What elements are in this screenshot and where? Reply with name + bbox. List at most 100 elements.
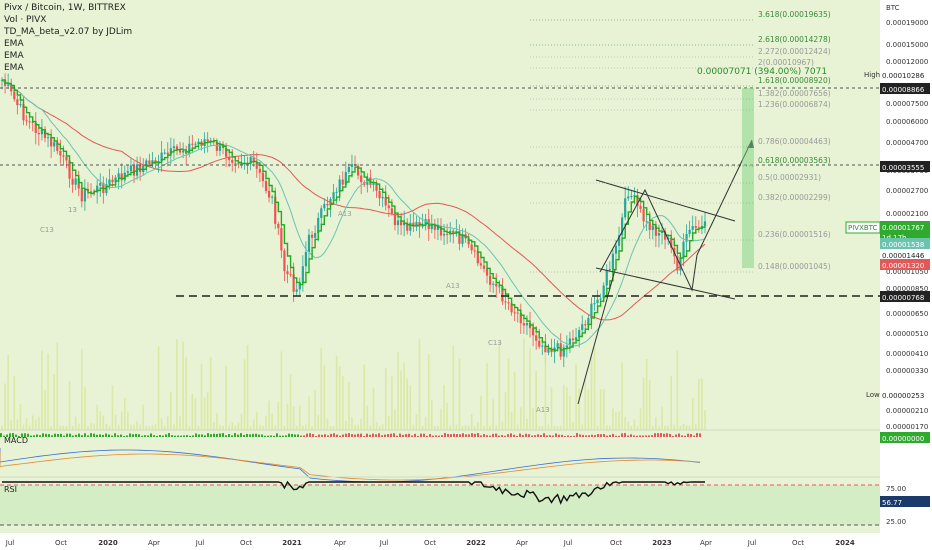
candle-body xyxy=(430,224,433,230)
macd-histogram-bar xyxy=(411,435,413,437)
candle-body xyxy=(599,298,602,300)
volume-bar xyxy=(298,405,301,430)
candle-body xyxy=(172,146,176,149)
volume-legend[interactable]: Vol · PIVX xyxy=(4,15,47,25)
main-pane[interactable] xyxy=(0,73,707,368)
rsi-pane[interactable]: RSI 75.00 25.00 xyxy=(0,476,906,526)
candle-body xyxy=(642,208,645,222)
candle-body xyxy=(375,183,378,191)
volume-bar xyxy=(203,397,206,430)
candle-body xyxy=(310,234,314,238)
macd-histogram-bar xyxy=(525,433,527,437)
volume-bar xyxy=(510,412,513,430)
macd-histogram-bar xyxy=(642,435,644,437)
macd-histogram-bar xyxy=(531,435,533,437)
macd-histogram-bar xyxy=(615,435,617,437)
rsi-line xyxy=(2,480,705,505)
volume-bar xyxy=(464,425,467,430)
rsi-title: RSI xyxy=(4,485,17,494)
td-indicator-legend[interactable]: TD_MA_beta_v2.07 by JDLim xyxy=(4,27,133,37)
time-axis[interactable] xyxy=(0,533,880,550)
candle-body xyxy=(40,129,44,135)
candle-body xyxy=(120,173,123,181)
candle-body xyxy=(194,143,197,145)
y-tick-label: 0.00000170 xyxy=(886,423,928,431)
macd-histogram-bar xyxy=(660,433,662,437)
volume-bar xyxy=(446,402,448,430)
volume-bar xyxy=(489,425,491,430)
candle-body xyxy=(611,253,615,270)
volume-bar xyxy=(56,342,59,430)
volume-bar xyxy=(22,424,25,430)
volume-bar xyxy=(99,411,102,430)
volume-bar xyxy=(434,425,436,430)
macd-histogram-bar xyxy=(240,433,242,437)
volume-bar xyxy=(513,371,516,430)
candle-body xyxy=(108,179,111,185)
macd-histogram-bar xyxy=(522,435,524,437)
candle-body xyxy=(178,150,182,153)
candle-body xyxy=(65,156,68,161)
x-tick-label: 2022 xyxy=(466,539,486,547)
macd-histogram-bar xyxy=(255,433,257,437)
volume-bar xyxy=(532,408,534,430)
candle-body xyxy=(657,233,661,236)
candle-body xyxy=(56,142,59,151)
volume-bar xyxy=(609,425,611,430)
macd-histogram-bar xyxy=(171,435,173,437)
candle-body xyxy=(22,104,25,121)
volume-bar xyxy=(268,400,270,430)
y-tick-label: 0.00007500 xyxy=(886,100,928,108)
candle-body xyxy=(485,268,489,276)
candle-body xyxy=(387,205,390,209)
volume-bar xyxy=(418,339,421,430)
ema-slow-line xyxy=(1,79,706,321)
macd-pane[interactable]: MACD xyxy=(0,429,880,483)
macd-histogram-bar xyxy=(288,433,290,437)
macd-histogram-bar xyxy=(15,434,17,437)
volume-bar xyxy=(599,389,602,430)
macd-histogram-bar xyxy=(180,435,182,437)
td-count-label: C13 xyxy=(488,339,502,347)
candle-body xyxy=(694,226,697,228)
macd-histogram-bar xyxy=(603,434,605,437)
ema-legend-2[interactable]: EMA xyxy=(4,51,24,61)
candle-body xyxy=(255,162,258,169)
candle-body xyxy=(608,269,611,271)
x-tick-label: 2020 xyxy=(98,539,118,547)
candle-body xyxy=(53,142,56,147)
candle-body xyxy=(421,225,424,227)
volume-bar xyxy=(492,399,494,430)
candle-body xyxy=(547,348,550,353)
macd-histogram-bar xyxy=(210,434,212,437)
macd-histogram-bar xyxy=(489,435,491,437)
level-3555-tag-bg xyxy=(880,161,930,172)
fib-label: 0.5(0.00002931) xyxy=(758,173,821,182)
candle-body xyxy=(372,183,375,185)
volume-bar xyxy=(295,425,298,430)
candle-body xyxy=(129,165,133,172)
fib-label: 0.236(0.00001516) xyxy=(758,230,831,239)
volume-bar xyxy=(335,355,338,430)
volume-bar xyxy=(529,348,531,430)
macd-histogram-bar xyxy=(21,433,23,437)
macd-histogram-bar xyxy=(528,434,530,437)
candle-body xyxy=(504,301,507,303)
ema-legend-1[interactable]: EMA xyxy=(4,39,24,49)
volume-bar xyxy=(682,423,685,430)
candle-body xyxy=(31,121,34,123)
macd-histogram-bar xyxy=(120,434,122,437)
volume-bar xyxy=(206,392,209,430)
ema-legend-3[interactable]: EMA xyxy=(4,63,24,73)
volume-bar xyxy=(329,425,332,430)
macd-histogram-bar xyxy=(12,433,14,437)
macd-histogram-bar xyxy=(459,434,461,437)
candle-body xyxy=(467,238,470,245)
rsi-tick-label: 75.00 xyxy=(886,485,906,493)
candle-body xyxy=(473,250,476,252)
volume-bar xyxy=(222,425,224,430)
macd-histogram-bar xyxy=(315,435,317,437)
candle-body xyxy=(378,190,381,199)
candle-body xyxy=(264,181,268,191)
